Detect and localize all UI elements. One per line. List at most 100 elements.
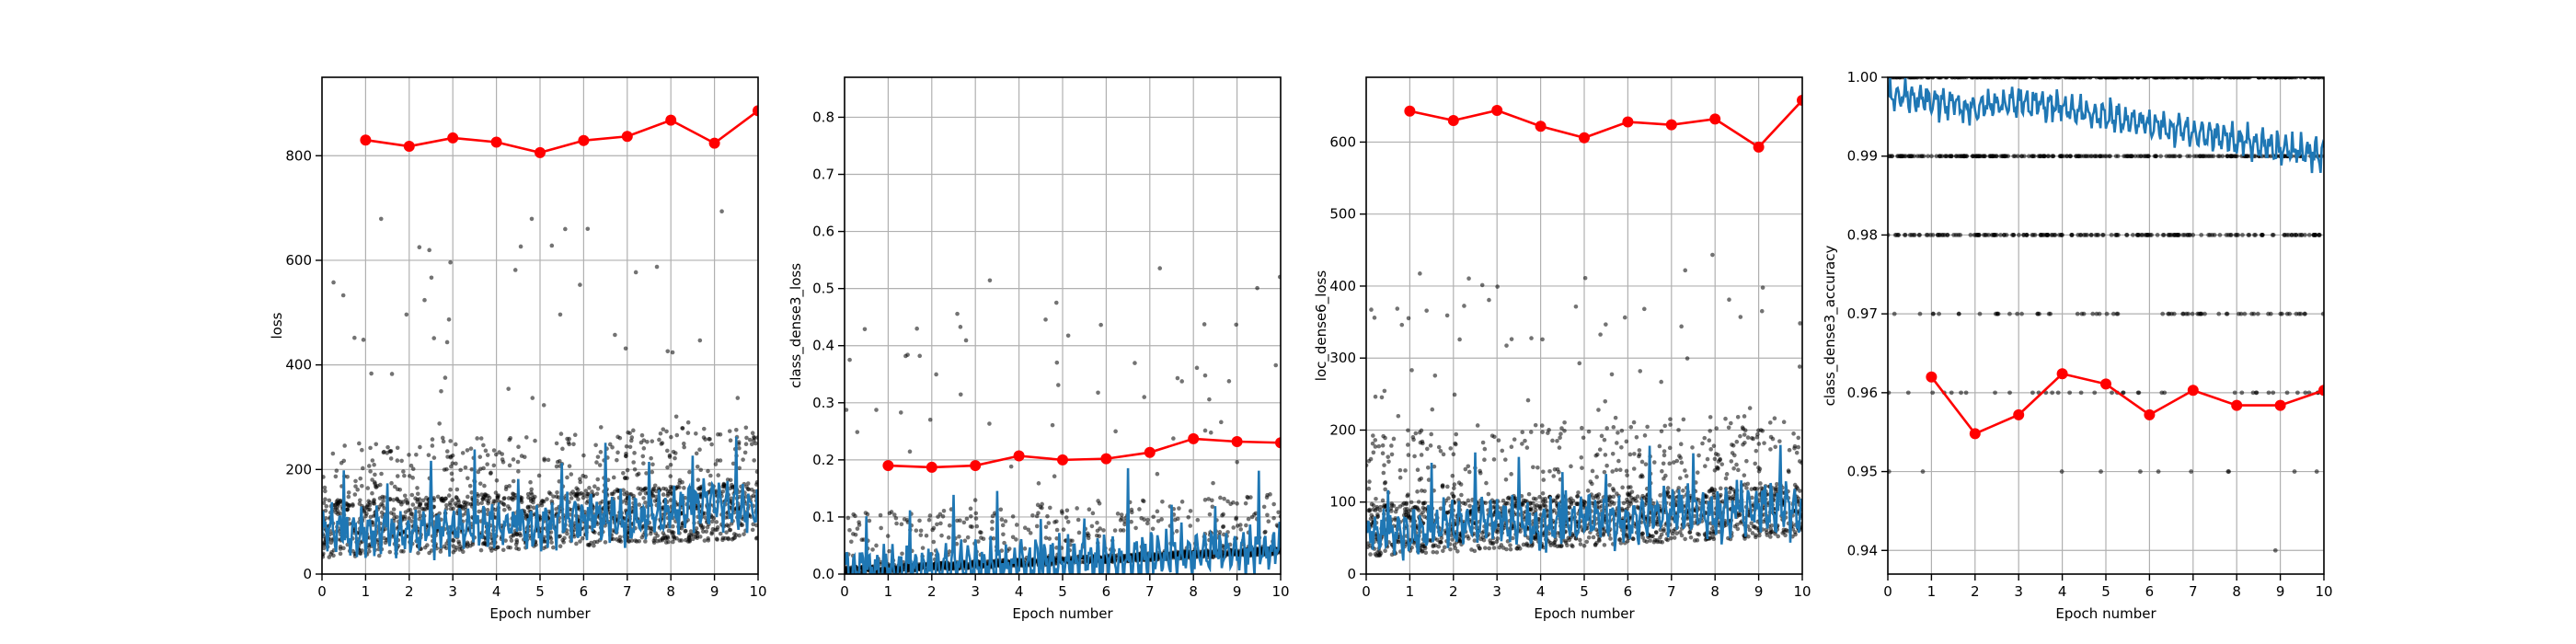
- epoch-mean-point: [490, 136, 502, 148]
- x-axis-label: Epoch number: [1012, 605, 1113, 622]
- scatter-point: [1089, 523, 1095, 529]
- scatter-point: [1122, 519, 1127, 523]
- scatter-point: [475, 436, 479, 441]
- scatter-point: [1792, 530, 1798, 535]
- scatter-point: [356, 441, 362, 446]
- scatter-point: [1118, 528, 1123, 533]
- scatter-point: [1618, 541, 1624, 546]
- epoch-mean-point: [1188, 432, 1200, 444]
- scatter-point: [1375, 513, 1381, 519]
- scatter-point: [1674, 458, 1680, 464]
- scatter-point: [382, 506, 387, 511]
- scatter-point: [1509, 444, 1514, 450]
- scatter-point: [374, 484, 378, 489]
- scatter-point: [633, 270, 638, 275]
- scatter-point: [753, 441, 758, 446]
- scatter-point: [450, 498, 454, 502]
- scatter-point: [648, 531, 653, 536]
- scatter-point: [623, 498, 628, 502]
- scatter-point: [1064, 515, 1069, 520]
- scatter-point: [1366, 486, 1372, 491]
- scatter-point: [361, 338, 366, 342]
- scatter-point: [1625, 497, 1629, 502]
- scatter-point: [1613, 415, 1618, 420]
- scatter-point: [1383, 487, 1387, 492]
- x-tick-label: 9: [1233, 583, 1242, 600]
- scatter-point: [1145, 517, 1150, 523]
- scatter-point: [1791, 431, 1796, 436]
- scatter-point: [1415, 489, 1420, 494]
- scatter-point: [638, 491, 642, 496]
- scatter-point: [1480, 440, 1486, 445]
- scatter-point: [1054, 535, 1059, 541]
- epoch-mean-point: [926, 461, 937, 473]
- scatter-point: [1261, 504, 1267, 510]
- scatter-point: [1676, 428, 1681, 432]
- scatter-point: [497, 450, 502, 454]
- scatter-point: [417, 245, 422, 250]
- scatter-point: [1727, 489, 1732, 495]
- scatter-point: [718, 531, 723, 536]
- scatter-point: [374, 442, 379, 447]
- scatter-point: [477, 481, 483, 486]
- scatter-point: [581, 453, 586, 458]
- scatter-point: [1727, 297, 1731, 303]
- scatter-point: [968, 506, 973, 512]
- scatter-point: [668, 462, 673, 467]
- scatter-point: [878, 512, 883, 518]
- scatter-point: [451, 544, 456, 549]
- scatter-point: [1679, 460, 1685, 466]
- scatter-point: [1488, 538, 1492, 543]
- scatter-point: [698, 467, 704, 473]
- scatter-point: [635, 472, 639, 477]
- scatter-point: [589, 540, 593, 546]
- scatter-point: [508, 436, 513, 441]
- scatter-point: [531, 497, 536, 502]
- scatter-point: [677, 477, 683, 483]
- scatter-point: [618, 539, 624, 544]
- scatter-point: [958, 325, 963, 329]
- scatter-point: [632, 451, 637, 455]
- scatter-point: [417, 510, 421, 514]
- scatter-point: [1738, 315, 1743, 319]
- scatter-point: [1409, 368, 1414, 373]
- scatter-point: [448, 454, 454, 459]
- scatter-point: [1710, 252, 1715, 258]
- scatter-point: [1608, 536, 1613, 541]
- scatter-point: [587, 486, 592, 490]
- scatter-point: [1040, 501, 1044, 507]
- scatter-point: [1648, 538, 1652, 543]
- scatter-point: [914, 326, 919, 331]
- scatter-point: [1735, 414, 1741, 420]
- scatter-point: [1662, 528, 1666, 534]
- scatter-point: [555, 459, 560, 465]
- scatter-point: [1702, 464, 1708, 468]
- scatter-point: [570, 489, 575, 494]
- scatter-point: [592, 484, 597, 489]
- scatter-point: [1137, 507, 1142, 512]
- scatter-point: [1705, 456, 1710, 462]
- scatter-point: [661, 492, 666, 497]
- scatter-point: [551, 545, 556, 550]
- scatter-point: [440, 435, 445, 441]
- scatter-point: [1010, 535, 1016, 540]
- scatter-point: [358, 476, 363, 481]
- scatter-point: [1749, 487, 1754, 491]
- scatter-point: [404, 312, 409, 317]
- scatter-point: [1453, 441, 1457, 446]
- y-tick-label: 0.5: [812, 281, 834, 297]
- scatter-point: [387, 497, 393, 501]
- y-tick-label: 0.4: [812, 338, 834, 354]
- scatter-point: [389, 480, 394, 486]
- scatter-point: [666, 539, 671, 545]
- scatter-point: [1581, 543, 1587, 548]
- scatter-point: [454, 487, 460, 492]
- scatter-point: [747, 437, 753, 443]
- scatter-point: [1730, 451, 1735, 455]
- scatter-point: [463, 465, 468, 470]
- scatter-point: [710, 526, 716, 532]
- x-tick-label: 10: [749, 583, 766, 600]
- scatter-point: [465, 476, 470, 481]
- scatter-point: [1101, 528, 1106, 533]
